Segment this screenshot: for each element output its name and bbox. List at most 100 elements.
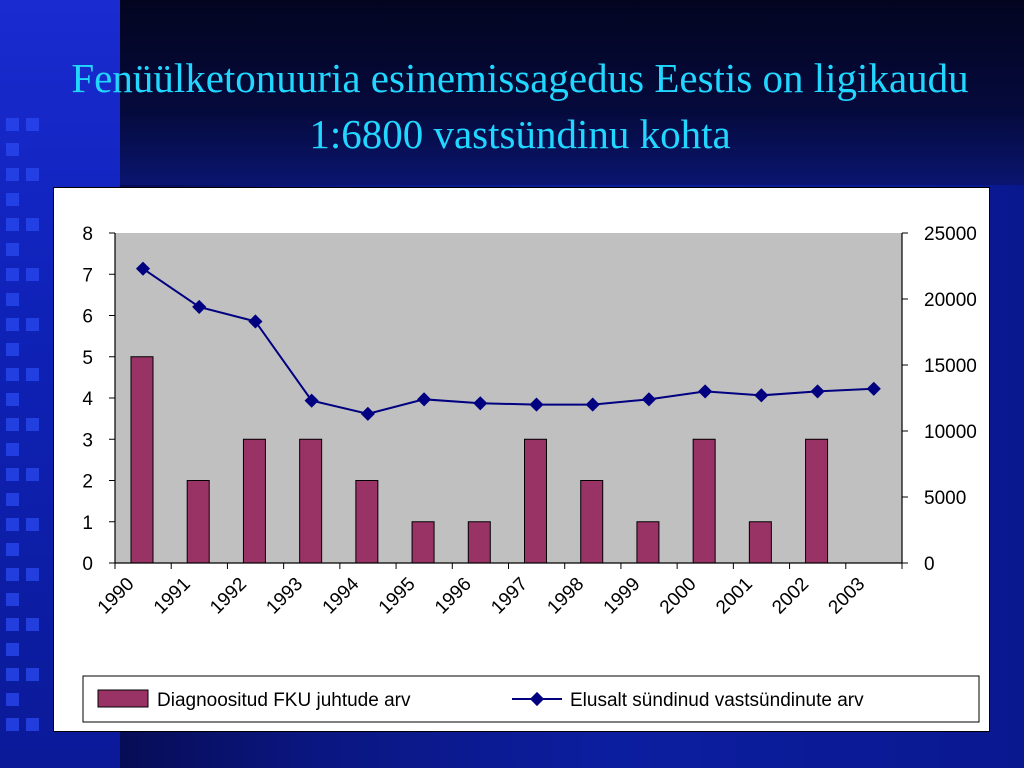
decor-square <box>26 718 39 731</box>
decor-square <box>26 568 39 581</box>
decor-square <box>6 343 19 356</box>
bar <box>411 521 435 564</box>
bar-series <box>130 356 829 564</box>
y-left-tick-label: 1 <box>82 513 93 534</box>
decor-square <box>26 218 39 231</box>
decor-square <box>26 118 39 131</box>
decor-square <box>26 618 39 631</box>
decor-square <box>6 393 19 406</box>
y-right-tick-label: 10000 <box>924 422 977 443</box>
decor-square <box>6 468 19 481</box>
x-tick-label: 2003 <box>825 574 870 619</box>
line-point <box>754 388 769 403</box>
bar <box>748 521 772 564</box>
bar <box>242 438 266 564</box>
y-left-tick-label: 5 <box>82 348 93 369</box>
decor-square <box>6 168 19 181</box>
decor-square <box>6 293 19 306</box>
line-point <box>810 384 825 399</box>
decor-square <box>6 593 19 606</box>
decor-square <box>6 218 19 231</box>
decor-square <box>6 693 19 706</box>
decor-square <box>6 243 19 256</box>
y-left-tick-label: 6 <box>82 307 93 328</box>
legend: Diagnoositud FKU juhtude arv Elusalt sünd… <box>82 675 980 723</box>
line-point <box>866 381 881 396</box>
bar <box>186 480 210 564</box>
decor-square <box>26 168 39 181</box>
slide-title: Fenüülketonuuria esinemissagedus Eestis … <box>71 55 969 157</box>
y-left-tick-label: 3 <box>82 430 93 451</box>
decor-square <box>26 318 39 331</box>
decor-square <box>6 493 19 506</box>
decor-square <box>6 368 19 381</box>
x-tick-label: 2002 <box>768 574 813 619</box>
decor-square <box>6 193 19 206</box>
bar <box>580 480 604 564</box>
x-tick-label: 1992 <box>206 574 251 619</box>
x-tick-label: 1999 <box>600 574 645 619</box>
decor-square <box>6 118 19 131</box>
x-tick-label: 1995 <box>375 574 420 619</box>
x-tick-label: 1998 <box>544 574 589 619</box>
line-point <box>585 397 600 412</box>
decor-square <box>6 543 19 556</box>
line-point <box>529 397 544 412</box>
decor-square <box>6 268 19 281</box>
y-right-tick-label: 15000 <box>924 356 977 377</box>
decor-square <box>6 143 19 156</box>
decor-square <box>6 718 19 731</box>
line-point <box>641 392 656 407</box>
y-left-tick-label: 2 <box>82 472 93 493</box>
legend-label-bar: Diagnoositud FKU juhtude arv <box>157 690 411 711</box>
y-left-tick-label: 4 <box>82 389 93 410</box>
decor-square <box>6 318 19 331</box>
x-tick-label: 1991 <box>150 574 195 619</box>
decor-square <box>6 518 19 531</box>
decor-square <box>6 568 19 581</box>
y-left-tick-label: 7 <box>82 265 93 286</box>
top-decor-band <box>120 0 1024 185</box>
decor-square <box>6 418 19 431</box>
decor-square <box>6 643 19 656</box>
x-tick-label: 1990 <box>94 574 139 619</box>
y-right-tick-label: 5000 <box>924 488 966 509</box>
bar <box>467 521 491 564</box>
decor-square <box>26 268 39 281</box>
decor-square <box>26 368 39 381</box>
y-right-tick-label: 25000 <box>924 224 977 245</box>
decor-square <box>6 443 19 456</box>
decor-square <box>26 518 39 531</box>
decor-square <box>26 418 39 431</box>
x-tick-label: 2001 <box>712 574 757 619</box>
bar <box>692 438 716 564</box>
bar <box>355 480 379 564</box>
line-point <box>360 406 375 421</box>
legend-swatch-marker <box>529 691 545 707</box>
x-tick-label: 2000 <box>656 574 701 619</box>
plot-area <box>115 233 902 563</box>
y-right-tick-label: 0 <box>924 554 935 575</box>
decor-square <box>26 468 39 481</box>
bar <box>524 438 547 564</box>
line-point <box>248 314 263 329</box>
line-point <box>473 396 488 411</box>
decor-square <box>26 668 39 681</box>
decor-square <box>6 618 19 631</box>
x-tick-label: 1994 <box>319 573 364 618</box>
bar <box>636 521 660 564</box>
bar <box>299 438 323 564</box>
line-point <box>698 384 713 399</box>
legend-label-line: Elusalt sündinud vastsündinute arv <box>570 690 864 711</box>
x-tick-label: 1996 <box>431 574 476 619</box>
line-point <box>417 392 432 407</box>
line-point <box>304 393 319 408</box>
y-right-tick-label: 20000 <box>924 290 977 311</box>
series-line <box>142 267 874 415</box>
bar <box>130 356 154 564</box>
x-tick-label: 1997 <box>487 574 532 619</box>
x-tick-label: 1993 <box>262 574 307 619</box>
y-left-tick-label: 8 <box>82 224 93 245</box>
decor-square <box>6 668 19 681</box>
